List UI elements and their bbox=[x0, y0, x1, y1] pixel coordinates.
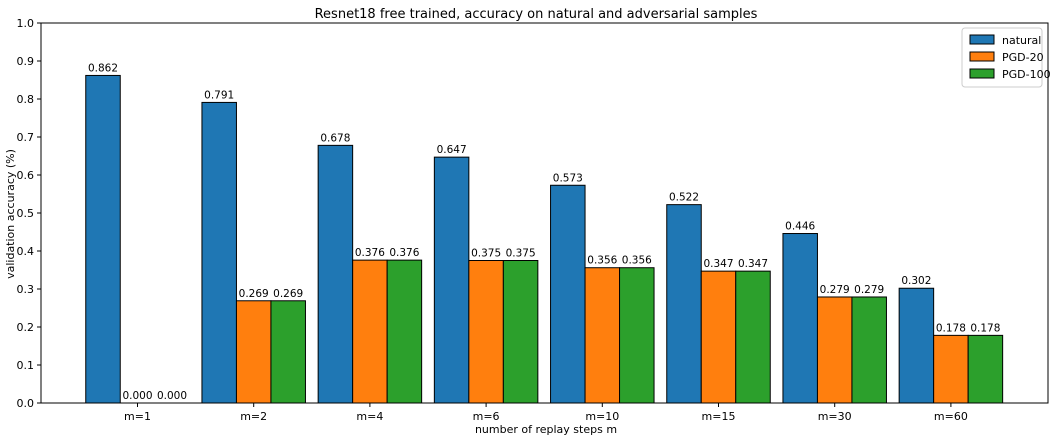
bar-value-label: 0.347 bbox=[703, 258, 733, 270]
y-tick-label: 0.8 bbox=[17, 93, 35, 106]
y-tick-label: 0.2 bbox=[17, 321, 35, 334]
bar-value-label: 0.279 bbox=[854, 284, 884, 296]
bar-value-label: 0.302 bbox=[901, 275, 931, 287]
bar-value-label: 0.178 bbox=[970, 322, 1000, 334]
legend-swatch bbox=[969, 34, 995, 45]
bar-pgd-20 bbox=[235, 300, 272, 404]
bar-natural bbox=[201, 101, 237, 404]
legend-label: PGD-100 bbox=[1002, 68, 1051, 81]
bar-value-label: 0.269 bbox=[239, 288, 269, 300]
x-axis: m=1 m=2 m=4 m=6 m=10 m=15 m=30 m=60 bbox=[124, 403, 968, 423]
bar-pgd-100 bbox=[619, 267, 655, 404]
bars-group bbox=[85, 74, 1004, 404]
bar-labels-group: 0.862 0.000 0.000 0.791 0.269 0.269 0.678 0.376… bbox=[88, 62, 1000, 402]
bar-value-label: 0.279 bbox=[820, 284, 850, 296]
y-tick-label: 0.0 bbox=[17, 397, 35, 410]
bar-pgd-100 bbox=[270, 300, 306, 404]
y-tick-label: 0.7 bbox=[17, 131, 35, 144]
y-tick-label: 0.4 bbox=[17, 245, 35, 258]
legend-label: PGD-20 bbox=[1002, 51, 1044, 64]
bar-pgd-20 bbox=[816, 296, 853, 404]
y-tick-label: 0.3 bbox=[17, 283, 35, 296]
bar-value-label: 0.356 bbox=[622, 255, 652, 267]
bar-value-label: 0.178 bbox=[936, 322, 966, 334]
bar-value-label: 0.376 bbox=[355, 247, 385, 259]
legend: natural PGD-20 PGD-100 bbox=[961, 27, 1051, 88]
bar-natural bbox=[898, 287, 935, 404]
bar-pgd-100 bbox=[967, 334, 1004, 404]
bar-pgd-100 bbox=[386, 259, 423, 404]
bar-natural bbox=[317, 144, 354, 404]
legend-label: natural bbox=[1002, 34, 1041, 47]
bar-value-label: 0.678 bbox=[320, 132, 350, 144]
y-tick-label: 0.5 bbox=[17, 207, 35, 220]
y-axis: 0.0 0.1 0.2 0.3 0.4 0.5 0.6 0.7 0.8 0.9 1.0 bbox=[17, 17, 41, 410]
y-tick-label: 1.0 bbox=[17, 17, 35, 30]
y-tick-label: 0.9 bbox=[17, 55, 35, 68]
bar-value-label: 0.375 bbox=[506, 248, 536, 260]
legend-swatch bbox=[969, 51, 995, 62]
x-tick-label: m=60 bbox=[934, 410, 968, 423]
bar-pgd-20 bbox=[700, 270, 737, 404]
x-tick-label: m=2 bbox=[240, 410, 267, 423]
bar-value-label: 0.269 bbox=[273, 288, 303, 300]
x-tick-label: m=15 bbox=[702, 410, 736, 423]
legend-swatch bbox=[969, 68, 995, 79]
bar-value-label: 0.376 bbox=[389, 247, 419, 259]
bar-natural bbox=[666, 204, 702, 404]
bar-pgd-20 bbox=[352, 259, 388, 404]
x-tick-label: m=6 bbox=[473, 410, 500, 423]
x-tick-label: m=4 bbox=[356, 410, 383, 423]
bar-pgd-20 bbox=[933, 334, 969, 404]
bar-pgd-100 bbox=[851, 296, 887, 404]
bar-value-label: 0.446 bbox=[785, 221, 815, 233]
bar-natural bbox=[550, 184, 586, 404]
bar-natural bbox=[85, 74, 121, 404]
bar-value-label: 0.356 bbox=[587, 255, 617, 267]
x-axis-title: number of replay steps m bbox=[475, 423, 617, 436]
x-tick-label: m=1 bbox=[124, 410, 151, 423]
plot-area-frame bbox=[40, 22, 1049, 404]
bar-value-label: 0.573 bbox=[553, 172, 583, 184]
bar-pgd-100 bbox=[502, 260, 539, 404]
x-tick-label: m=30 bbox=[818, 410, 852, 423]
y-axis-title: validation accuracy (%) bbox=[4, 149, 17, 279]
bar-value-label: 0.791 bbox=[204, 89, 234, 101]
bar-natural bbox=[782, 233, 818, 404]
y-tick-label: 0.6 bbox=[17, 169, 35, 182]
bar-value-label: 0.647 bbox=[437, 144, 467, 156]
x-tick-label: m=10 bbox=[585, 410, 619, 423]
bar-value-label: 0.375 bbox=[471, 248, 501, 260]
y-tick-label: 0.1 bbox=[17, 359, 35, 372]
bar-value-label: 0.347 bbox=[738, 258, 768, 270]
bar-natural bbox=[433, 156, 470, 404]
bar-pgd-20 bbox=[468, 260, 504, 404]
bar-pgd-100 bbox=[735, 270, 771, 404]
bar-value-label: 0.522 bbox=[669, 192, 699, 204]
chart-title: Resnet18 free trained, accuracy on natur… bbox=[315, 7, 758, 22]
bar-value-label: 0.000 bbox=[122, 390, 152, 402]
bar-value-label: 0.862 bbox=[88, 62, 118, 74]
bar-pgd-20 bbox=[584, 267, 621, 404]
bar-value-label: 0.000 bbox=[157, 390, 187, 402]
